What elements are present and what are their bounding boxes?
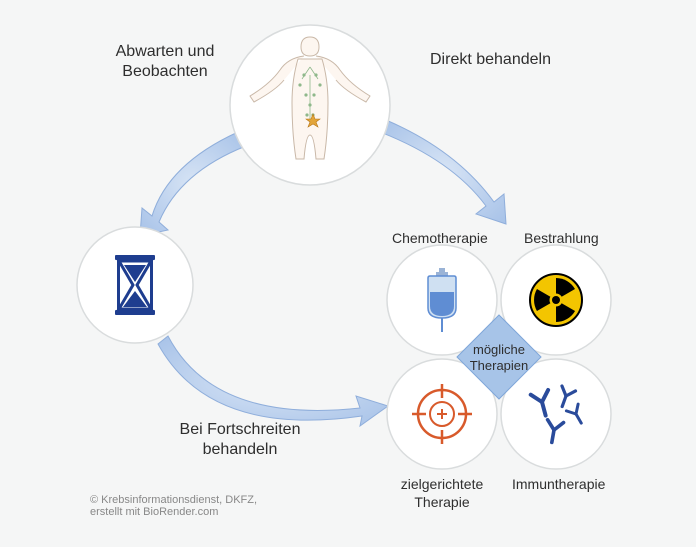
label-treat-direct: Direkt behandeln	[430, 50, 551, 70]
label-on-progress: Bei Fortschreiten behandeln	[160, 420, 320, 460]
credit-line: © Krebsinformationsdienst, DKFZ, erstell…	[90, 494, 257, 518]
diagram-svg	[0, 0, 696, 547]
label-radiation: Bestrahlung	[524, 230, 599, 248]
hourglass-circle	[77, 227, 193, 343]
arrow-watch-wait	[140, 132, 246, 236]
label-watch-wait: Abwarten und Beobachten	[90, 42, 240, 82]
label-chemo: Chemotherapie	[392, 230, 488, 248]
label-possible-therapies: mögliche Therapien	[464, 342, 534, 373]
label-targeted: zielgerichtete Therapie	[392, 476, 492, 511]
arrow-on-progress	[158, 336, 388, 426]
arrow-treat-direct	[380, 120, 506, 224]
label-immuno: Immuntherapie	[512, 476, 605, 494]
